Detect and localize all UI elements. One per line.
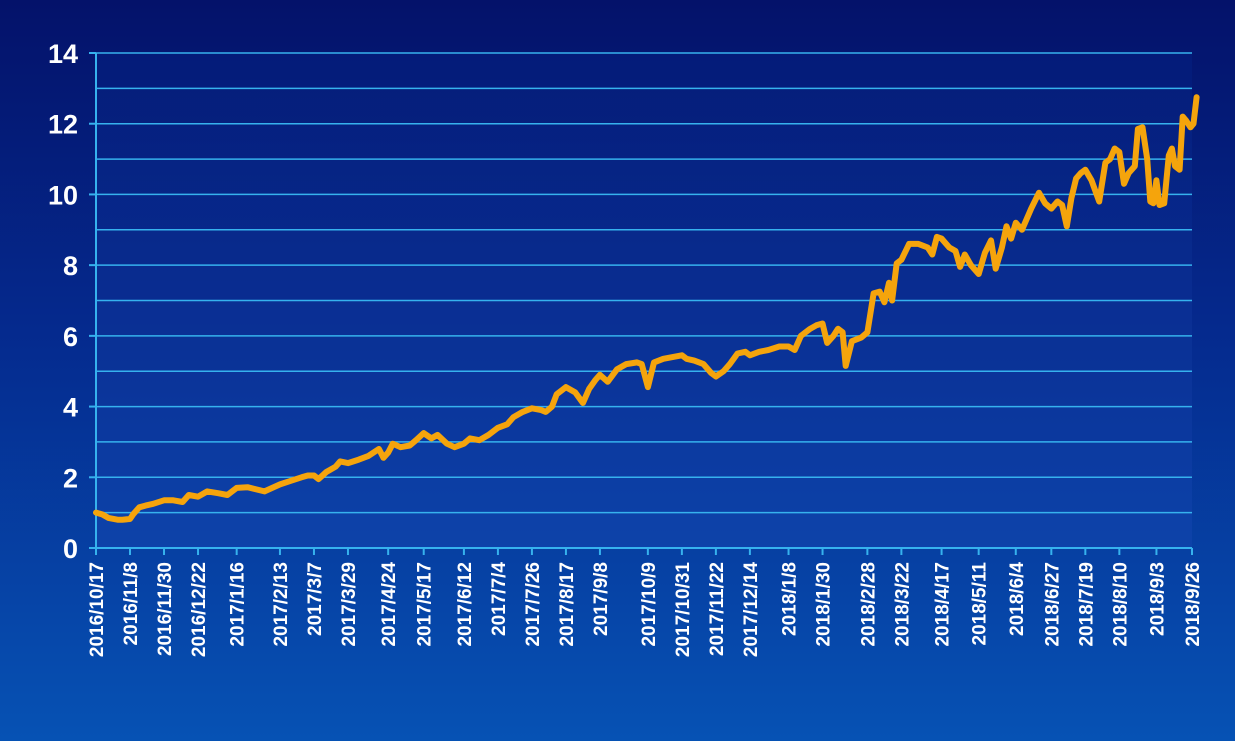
x-tick-label: 2017/1/16 <box>228 562 249 647</box>
x-tick-label: 2016/11/30 <box>155 562 176 656</box>
x-tick-label: 2017/3/29 <box>339 562 360 647</box>
y-tick-label: 6 <box>63 322 78 352</box>
x-tick-label: 2017/10/9 <box>639 562 660 647</box>
plot-bands <box>96 53 1192 548</box>
y-tick-labels: 0 2 4 6 8 10 12 14 <box>48 39 78 564</box>
x-tick-label: 2017/9/8 <box>591 562 612 636</box>
plot-band <box>96 229 1192 266</box>
x-tick-label: 2018/4/17 <box>933 562 954 647</box>
x-tick-label: 2017/4/24 <box>379 562 400 647</box>
series-group <box>93 94 1200 523</box>
plot-band <box>96 265 1192 301</box>
y-tick-label: 8 <box>63 251 78 281</box>
x-tick-label: 2018/3/22 <box>892 562 913 647</box>
x-tick-label: 2016/10/17 <box>87 562 108 657</box>
x-tick-label: 2017/2/13 <box>271 562 292 647</box>
x-tick-label: 2017/5/17 <box>415 562 436 647</box>
plot-band <box>96 159 1192 195</box>
plot-band <box>96 441 1192 478</box>
plot-band <box>96 477 1192 513</box>
x-tick-label: 2017/6/12 <box>455 562 476 647</box>
x-tick-label: 2018/9/26 <box>1183 562 1204 647</box>
x-tick-label: 2017/8/17 <box>557 562 578 647</box>
y-tick-label: 12 <box>48 110 78 140</box>
y-tick-label: 10 <box>48 180 78 210</box>
x-tick-label: 2018/5/11 <box>970 562 991 646</box>
x-tick-label: 2017/11/22 <box>707 562 728 656</box>
x-tick-label: 2018/7/19 <box>1076 562 1097 647</box>
series-line <box>93 94 1200 523</box>
plot-band <box>96 53 1192 89</box>
plot-band <box>96 123 1192 160</box>
y-tick-label: 0 <box>63 534 78 564</box>
x-tick-label: 2016/11/8 <box>121 562 142 645</box>
x-tick-label: 2016/12/22 <box>189 562 210 657</box>
x-tick-label: 2017/12/14 <box>741 562 762 658</box>
gridlines <box>96 52 1192 514</box>
x-tick-label: 2018/8/10 <box>1110 562 1131 647</box>
plot-band <box>96 194 1192 230</box>
y-tick-label: 4 <box>63 393 78 423</box>
plot-band <box>96 406 1192 442</box>
plot-band <box>96 88 1192 124</box>
plot-band <box>96 300 1192 336</box>
y-tick-label: 14 <box>48 39 78 69</box>
x-tick-labels: 2016/10/17 2016/11/8 2016/11/30 2016/12/22 2… <box>87 562 1204 658</box>
x-tick-label: 2017/7/26 <box>523 562 544 647</box>
y-tick-label: 2 <box>63 463 78 493</box>
x-tick-label: 2018/1/8 <box>780 562 801 636</box>
axes <box>89 52 1193 555</box>
x-tick-label: 2018/6/4 <box>1007 562 1028 636</box>
x-tick-label: 2018/2/28 <box>858 562 879 647</box>
x-tick-label: 2018/9/3 <box>1147 562 1168 636</box>
x-tick-label: 2018/1/30 <box>814 562 835 647</box>
x-tick-label: 2017/7/4 <box>489 562 510 636</box>
x-tick-label: 2017/3/7 <box>305 562 326 636</box>
plot-band <box>96 512 1192 548</box>
x-tick-label: 2017/10/31 <box>673 562 694 658</box>
x-tick-label: 2018/6/27 <box>1042 562 1063 647</box>
